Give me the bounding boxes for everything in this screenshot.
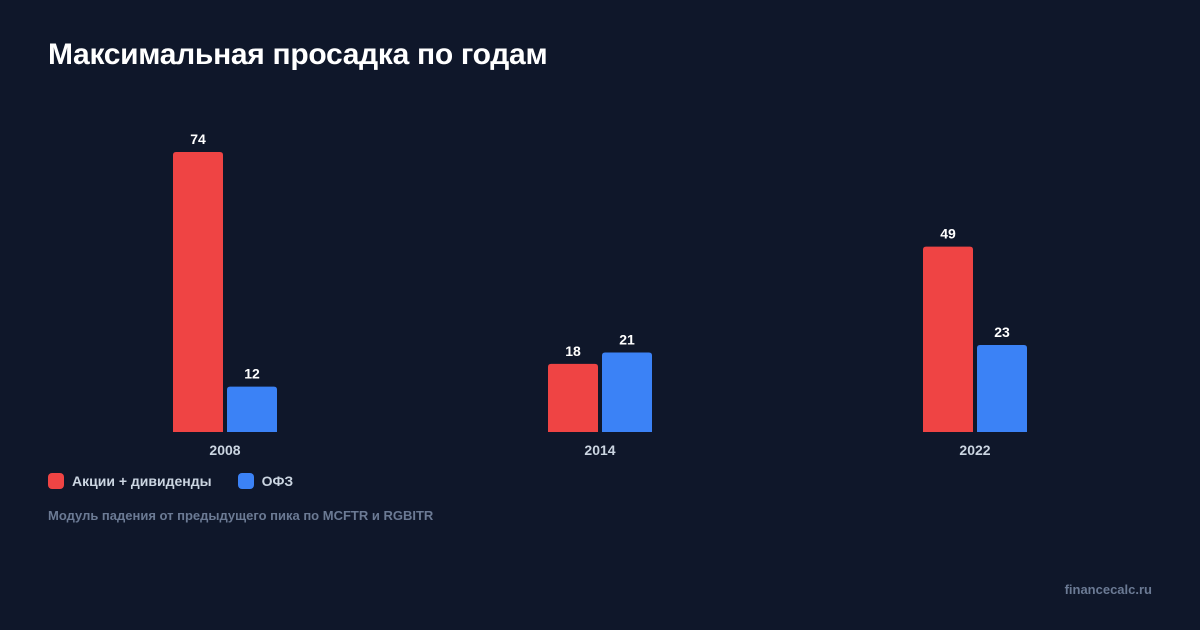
legend-swatch-stocks xyxy=(48,473,64,489)
value-label-2022-series-0: 49 xyxy=(940,226,956,242)
legend: Акции + дивиденды ОФЗ xyxy=(48,473,293,489)
bars-layer xyxy=(173,152,1027,432)
value-label-2014-series-1: 21 xyxy=(619,332,635,348)
bar-2022-series-0 xyxy=(923,246,973,432)
value-label-2008-series-0: 74 xyxy=(190,131,206,147)
bar-2008-series-1 xyxy=(227,386,277,432)
value-label-2014-series-0: 18 xyxy=(565,343,581,359)
chart-subtitle: Модуль падения от предыдущего пика по MC… xyxy=(48,508,434,523)
watermark: financecalc.ru xyxy=(1064,582,1152,597)
bar-chart: 74 12 18 21 49 23 2008 2014 2022 xyxy=(173,131,1027,458)
bar-2008-series-0 xyxy=(173,152,223,432)
x-axis-ticks: 2008 2014 2022 xyxy=(209,442,990,458)
x-tick-2008: 2008 xyxy=(209,442,240,458)
x-tick-2014: 2014 xyxy=(584,442,615,458)
legend-label-stocks: Акции + дивиденды xyxy=(72,473,212,489)
value-labels-layer: 74 12 18 21 49 23 xyxy=(190,131,1010,382)
legend-label-ofz: ОФЗ xyxy=(261,473,294,489)
legend-item-stocks: Акции + дивиденды xyxy=(48,473,212,489)
value-label-2008-series-1: 12 xyxy=(244,366,260,382)
bar-2014-series-0 xyxy=(548,363,598,432)
bar-2022-series-1 xyxy=(977,344,1027,432)
legend-swatch-ofz xyxy=(237,473,254,489)
x-tick-2022: 2022 xyxy=(959,442,990,458)
legend-item-ofz: ОФЗ xyxy=(237,473,294,489)
chart-title: Максимальная просадка по годам xyxy=(48,38,548,71)
bar-2014-series-1 xyxy=(602,352,652,432)
value-label-2022-series-1: 23 xyxy=(994,324,1010,340)
